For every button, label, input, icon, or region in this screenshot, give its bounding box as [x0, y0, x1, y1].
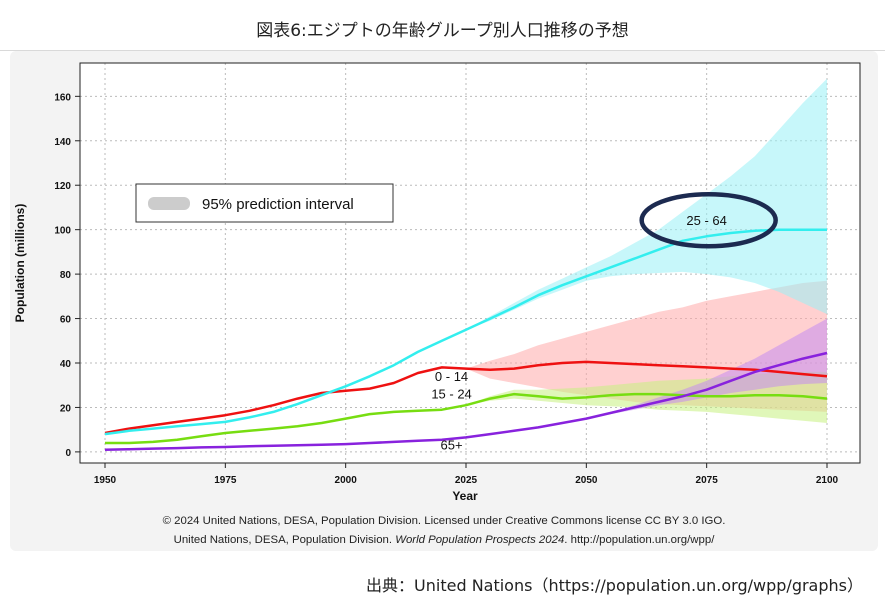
x-tick-label: 2000 — [335, 475, 358, 486]
y-axis-label: Population (millions) — [13, 204, 27, 323]
source-note: 出典：United Nations（https://population.un.… — [366, 576, 863, 595]
y-tick-label: 120 — [54, 181, 71, 192]
x-axis-label: Year — [452, 489, 478, 503]
x-tick-label: 1950 — [94, 475, 117, 486]
axes: 0 20 40 60 80 100 120 140 160 1950 1975 2000 2025 205… — [54, 92, 838, 486]
y-tick-label: 60 — [60, 315, 72, 326]
y-tick-label: 20 — [60, 403, 72, 414]
series-line-0-14 — [104, 360, 828, 435]
x-tick-label: 2025 — [455, 475, 478, 486]
credit-line-2: United Nations, DESA, Population Divisio… — [10, 531, 878, 550]
chart-panel: 0 20 40 60 80 100 120 140 160 1950 1975 2000 2025 205… — [10, 51, 878, 551]
highlight-ring — [639, 191, 778, 249]
annotation-15-24: 15 - 24 — [431, 387, 471, 402]
y-tick-label: 40 — [60, 359, 72, 370]
credit-org: United Nations, DESA, Population Divisio… — [173, 534, 393, 546]
credit-url: . http://population.un.org/wpp/ — [564, 534, 715, 546]
x-tick-label: 2100 — [816, 475, 839, 486]
credit-text: © 2024 United Nations, DESA, Population … — [10, 512, 878, 550]
title-divider — [0, 50, 885, 51]
series-annotations: 0 - 14 15 - 24 65+ 25 - 64 — [431, 191, 778, 453]
legend-label: 95% prediction interval — [202, 196, 354, 213]
annotation-65: 65+ — [441, 438, 463, 453]
y-tick-label: 140 — [54, 137, 71, 148]
x-tick-label: 2050 — [575, 475, 598, 486]
y-tick-label: 100 — [54, 226, 71, 237]
y-tick-label: 0 — [65, 448, 71, 459]
population-chart: 0 20 40 60 80 100 120 140 160 1950 1975 2000 2025 205… — [13, 62, 861, 503]
band-25-64 — [466, 78, 827, 330]
legend: 95% prediction interval — [135, 183, 394, 223]
y-tick-label: 80 — [60, 270, 72, 281]
band-65 — [466, 318, 827, 438]
x-tick-label: 2075 — [696, 475, 719, 486]
credit-publication: World Population Prospects 2024 — [395, 534, 565, 546]
plot-frame — [79, 62, 861, 464]
figure-title: 図表6:エジプトの年齢グループ別人口推移の予想 — [256, 21, 629, 41]
legend-swatch — [148, 197, 190, 210]
series-line-65 — [104, 351, 828, 451]
series-line-25-64 — [104, 228, 827, 436]
x-tick-label: 1975 — [214, 475, 237, 486]
y-tick-label: 160 — [54, 92, 71, 103]
series-lines — [104, 228, 828, 451]
series-line-15-24 — [105, 392, 828, 445]
annotation-0-14: 0 - 14 — [435, 369, 468, 384]
annotation-25-64: 25 - 64 — [686, 213, 726, 228]
credit-line-1: © 2024 United Nations, DESA, Population … — [162, 515, 726, 527]
